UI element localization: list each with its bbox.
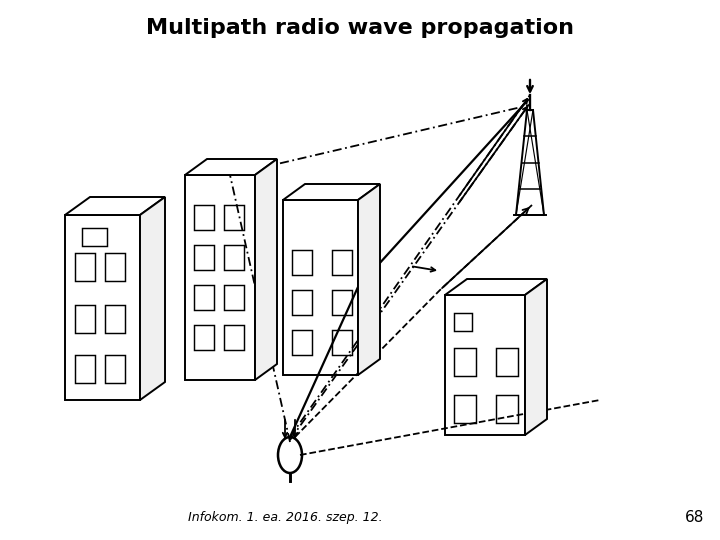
- Polygon shape: [65, 197, 165, 215]
- Polygon shape: [140, 197, 165, 400]
- Polygon shape: [445, 279, 547, 295]
- Text: Infokom. 1. ea. 2016. szep. 12.: Infokom. 1. ea. 2016. szep. 12.: [188, 511, 382, 524]
- Polygon shape: [358, 184, 380, 375]
- Polygon shape: [255, 159, 277, 380]
- Text: Multipath radio wave propagation: Multipath radio wave propagation: [146, 18, 574, 38]
- Text: 68: 68: [685, 510, 705, 525]
- Polygon shape: [283, 184, 380, 200]
- Polygon shape: [525, 279, 547, 435]
- Polygon shape: [185, 159, 277, 175]
